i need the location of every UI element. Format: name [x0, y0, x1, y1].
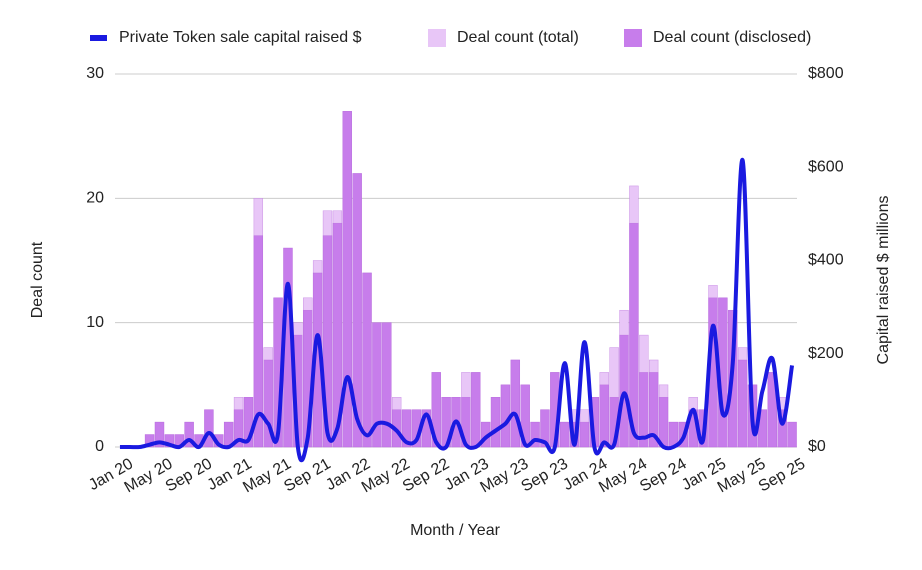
bar [352, 173, 362, 448]
bar [382, 322, 392, 448]
x-tick-label: Sep 24 [637, 455, 690, 495]
bar [787, 421, 797, 448]
y2-tick-label: $400 [808, 252, 844, 269]
x-tick-label: Sep 22 [400, 455, 453, 495]
bar [599, 384, 609, 448]
y2-tick-label: $200 [808, 345, 844, 362]
bar [490, 397, 501, 448]
line [119, 158, 795, 463]
y2-tick-label: $0 [808, 438, 826, 455]
y-tick-label: 0 [95, 438, 104, 455]
bar [639, 372, 649, 448]
bar [322, 235, 333, 448]
legend-swatch [90, 35, 107, 41]
bar [629, 222, 639, 448]
bar [253, 235, 264, 448]
legend-swatch [428, 29, 446, 47]
legend-swatch [624, 29, 642, 47]
bar [510, 359, 521, 448]
bar [233, 409, 244, 448]
bar [737, 359, 748, 448]
bar [332, 222, 343, 448]
y2-tick-label: $800 [808, 65, 844, 82]
x-tick-label: Sep 21 [281, 455, 334, 495]
y-tick-label: 30 [86, 65, 104, 82]
bar [619, 334, 629, 448]
legend-label: Deal count (disclosed) [653, 29, 811, 46]
bar [342, 111, 352, 448]
bar [164, 434, 175, 448]
bar [530, 421, 540, 448]
x-tick-label: Sep 20 [163, 455, 216, 495]
bar [471, 372, 481, 448]
bar [204, 409, 214, 448]
bar [777, 409, 787, 448]
bar [648, 372, 659, 448]
bar [184, 421, 194, 448]
bar [144, 434, 155, 448]
bar [372, 322, 382, 448]
y-axis-title: Deal count [29, 241, 46, 318]
legend-label: Deal count (total) [457, 29, 579, 46]
y2-axis-title: Capital raised $ millions [875, 196, 892, 365]
bar [362, 272, 372, 448]
bar [560, 421, 570, 448]
bar [658, 397, 669, 448]
x-tick-label: Sep 25 [756, 455, 809, 495]
bar [154, 421, 165, 448]
y-tick-label: 10 [86, 314, 104, 331]
bar [263, 359, 273, 448]
x-axis-title: Month / Year [410, 522, 501, 539]
bar [401, 409, 412, 448]
bar [579, 421, 590, 448]
y-tick-label: 20 [86, 190, 104, 207]
bar [540, 409, 550, 448]
y2-tick-label: $600 [808, 158, 844, 175]
x-tick-label: Sep 23 [519, 455, 572, 495]
bar [767, 372, 777, 448]
bar [431, 372, 441, 448]
legend-label: Private Token sale capital raised $ [119, 29, 362, 46]
